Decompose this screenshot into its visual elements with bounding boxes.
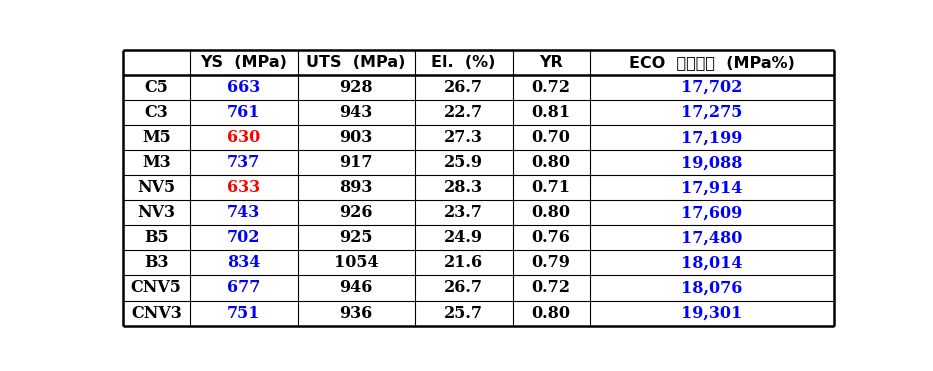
Text: 917: 917 bbox=[340, 154, 373, 171]
Text: 903: 903 bbox=[340, 129, 373, 146]
Text: 936: 936 bbox=[340, 305, 373, 322]
Text: 928: 928 bbox=[340, 79, 373, 96]
Text: 761: 761 bbox=[227, 104, 260, 121]
Text: B5: B5 bbox=[144, 229, 169, 246]
Text: YR: YR bbox=[539, 55, 563, 70]
Text: 0.81: 0.81 bbox=[532, 104, 571, 121]
Text: 630: 630 bbox=[227, 129, 260, 146]
Text: 751: 751 bbox=[227, 305, 260, 322]
Text: 0.70: 0.70 bbox=[532, 129, 571, 146]
Text: 21.6: 21.6 bbox=[444, 255, 483, 272]
Text: NV5: NV5 bbox=[137, 179, 175, 196]
Text: El.  (%): El. (%) bbox=[431, 55, 495, 70]
Text: 0.79: 0.79 bbox=[532, 255, 571, 272]
Text: 19,301: 19,301 bbox=[681, 305, 743, 322]
Text: 743: 743 bbox=[227, 204, 260, 221]
Text: 702: 702 bbox=[227, 229, 260, 246]
Text: 28.3: 28.3 bbox=[444, 179, 483, 196]
Text: 23.7: 23.7 bbox=[444, 204, 483, 221]
Text: 0.76: 0.76 bbox=[532, 229, 571, 246]
Text: 17,702: 17,702 bbox=[681, 79, 743, 96]
Text: UTS  (MPa): UTS (MPa) bbox=[307, 55, 406, 70]
Text: 0.71: 0.71 bbox=[532, 179, 571, 196]
Text: 26.7: 26.7 bbox=[444, 79, 483, 96]
Text: ECO  강도지수  (MPa%): ECO 강도지수 (MPa%) bbox=[629, 55, 795, 70]
Text: 677: 677 bbox=[227, 279, 260, 296]
Text: 926: 926 bbox=[340, 204, 373, 221]
Text: 25.7: 25.7 bbox=[444, 305, 483, 322]
Text: 946: 946 bbox=[340, 279, 373, 296]
Text: C5: C5 bbox=[145, 79, 168, 96]
Text: 24.9: 24.9 bbox=[444, 229, 483, 246]
Text: 633: 633 bbox=[228, 179, 260, 196]
Text: C3: C3 bbox=[145, 104, 168, 121]
Text: 17,199: 17,199 bbox=[681, 129, 743, 146]
Text: 834: 834 bbox=[227, 255, 260, 272]
Text: 17,275: 17,275 bbox=[681, 104, 743, 121]
Text: CNV5: CNV5 bbox=[131, 279, 182, 296]
Text: 19,088: 19,088 bbox=[681, 154, 743, 171]
Text: M5: M5 bbox=[142, 129, 171, 146]
Text: YS  (MPa): YS (MPa) bbox=[201, 55, 287, 70]
Text: 18,076: 18,076 bbox=[681, 279, 743, 296]
Text: 17,609: 17,609 bbox=[681, 204, 743, 221]
Text: CNV3: CNV3 bbox=[131, 305, 182, 322]
Text: 26.7: 26.7 bbox=[444, 279, 483, 296]
Text: M3: M3 bbox=[142, 154, 171, 171]
Text: 25.9: 25.9 bbox=[444, 154, 483, 171]
Text: 663: 663 bbox=[227, 79, 260, 96]
Text: 1054: 1054 bbox=[334, 255, 379, 272]
Text: 0.72: 0.72 bbox=[532, 279, 571, 296]
Text: 737: 737 bbox=[227, 154, 260, 171]
Text: B3: B3 bbox=[144, 255, 169, 272]
Text: 0.80: 0.80 bbox=[532, 204, 571, 221]
Text: 925: 925 bbox=[340, 229, 373, 246]
Text: 893: 893 bbox=[340, 179, 373, 196]
Text: 0.80: 0.80 bbox=[532, 305, 571, 322]
Text: 0.72: 0.72 bbox=[532, 79, 571, 96]
Text: 27.3: 27.3 bbox=[444, 129, 483, 146]
Text: 943: 943 bbox=[340, 104, 373, 121]
Text: 0.80: 0.80 bbox=[532, 154, 571, 171]
Text: 18,014: 18,014 bbox=[681, 255, 743, 272]
Text: 17,914: 17,914 bbox=[681, 179, 743, 196]
Text: 22.7: 22.7 bbox=[444, 104, 483, 121]
Text: NV3: NV3 bbox=[137, 204, 175, 221]
Text: 17,480: 17,480 bbox=[681, 229, 743, 246]
